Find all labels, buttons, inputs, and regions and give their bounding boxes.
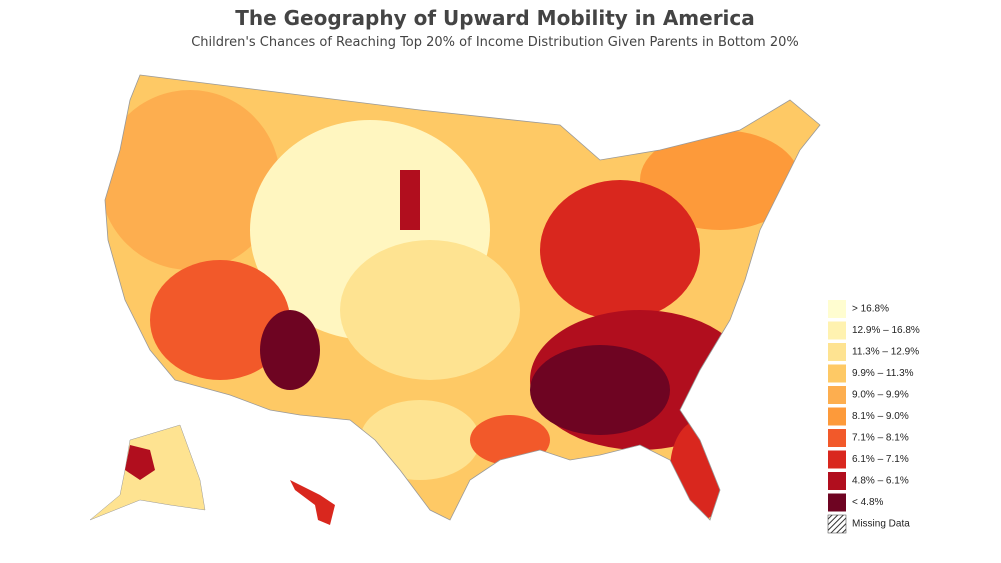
legend-label: 9.0% – 9.9%	[852, 390, 909, 401]
legend-swatch	[828, 472, 846, 490]
legend-label: 6.1% – 7.1%	[852, 454, 909, 465]
legend-label: 4.8% – 6.1%	[852, 476, 909, 487]
contiguous-us	[105, 75, 820, 520]
legend-swatch	[828, 321, 846, 340]
legend-swatch	[828, 343, 846, 361]
legend-label: 12.9% – 16.8%	[852, 325, 920, 336]
us-outline	[104, 74, 821, 521]
legend: > 16.8% 12.9% – 16.8% 11.3% – 12.9% 9.9% – …	[827, 300, 920, 534]
legend-swatch	[828, 493, 846, 512]
legend-swatch	[828, 364, 846, 383]
legend-label: 11.3% – 12.9%	[852, 347, 919, 358]
legend-label: 9.9% – 11.3%	[852, 368, 914, 379]
legend-label: 7.1% – 8.1%	[852, 433, 909, 444]
legend-swatch	[828, 429, 846, 447]
subtitle: Children's Chances of Reaching Top 20% o…	[191, 35, 799, 50]
legend-label: > 16.8%	[852, 304, 889, 315]
legend-swatch	[828, 407, 846, 426]
legend-label: < 4.8%	[852, 497, 884, 508]
legend-swatch	[828, 300, 846, 318]
title: The Geography of Upward Mobility in Amer…	[235, 6, 755, 30]
legend-label: 8.1% – 9.0%	[852, 411, 909, 422]
legend-swatch-missing	[827, 514, 847, 534]
hawaii	[290, 480, 335, 525]
legend-label: Missing Data	[852, 519, 910, 530]
legend-swatch	[828, 450, 846, 469]
legend-swatch	[828, 386, 846, 404]
alaska-region	[125, 445, 155, 480]
